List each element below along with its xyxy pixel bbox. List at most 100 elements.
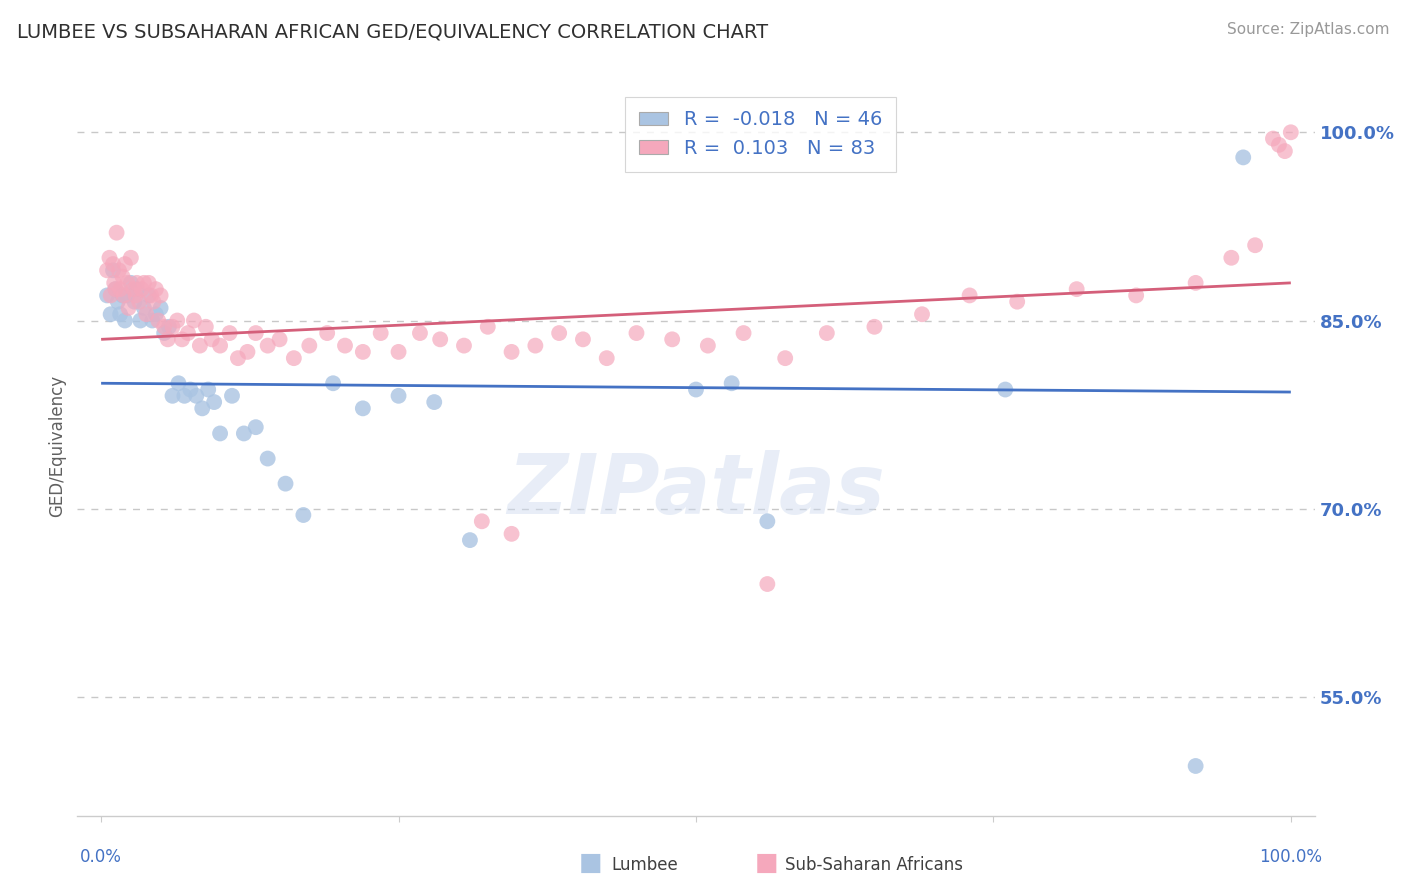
- Point: [352, 344, 374, 359]
- Point: [96, 263, 118, 277]
- Point: [129, 313, 152, 327]
- Text: ZIPatlas: ZIPatlas: [508, 450, 884, 531]
- Point: [423, 395, 446, 409]
- Point: [316, 326, 339, 340]
- Point: [183, 313, 205, 327]
- Point: [524, 338, 547, 352]
- Text: ■: ■: [579, 851, 602, 875]
- Point: [124, 294, 146, 309]
- Point: [911, 307, 934, 321]
- Point: [114, 257, 136, 271]
- Text: Sub-Saharan Africans: Sub-Saharan Africans: [785, 855, 963, 873]
- Point: [387, 344, 409, 359]
- Point: [1220, 251, 1243, 265]
- Point: [453, 338, 475, 352]
- Point: [197, 383, 219, 397]
- Point: [132, 276, 155, 290]
- Point: [685, 383, 707, 397]
- Point: [108, 282, 131, 296]
- Y-axis label: GED/Equivalency: GED/Equivalency: [48, 375, 66, 517]
- Legend: R =  -0.018   N = 46, R =  0.103   N = 83: R = -0.018 N = 46, R = 0.103 N = 83: [626, 96, 896, 171]
- Point: [103, 276, 125, 290]
- Point: [120, 276, 142, 290]
- Point: [194, 319, 217, 334]
- Text: Lumbee: Lumbee: [612, 855, 678, 873]
- Point: [298, 338, 321, 352]
- Point: [1184, 276, 1206, 290]
- Point: [153, 326, 176, 340]
- Point: [409, 326, 432, 340]
- Point: [107, 294, 129, 309]
- Point: [138, 288, 160, 302]
- Point: [226, 351, 249, 366]
- Point: [245, 326, 267, 340]
- Point: [111, 288, 134, 302]
- Point: [117, 276, 139, 290]
- Point: [112, 288, 135, 302]
- Point: [815, 326, 838, 340]
- Point: [352, 401, 374, 416]
- Point: [756, 577, 779, 591]
- Point: [173, 389, 195, 403]
- Point: [100, 307, 122, 321]
- Point: [167, 376, 190, 391]
- Point: [256, 338, 278, 352]
- Point: [773, 351, 796, 366]
- Point: [283, 351, 305, 366]
- Point: [696, 338, 718, 352]
- Point: [292, 508, 315, 522]
- Point: [245, 420, 267, 434]
- Point: [186, 389, 208, 403]
- Point: [122, 282, 145, 296]
- Point: [188, 338, 211, 352]
- Point: [166, 313, 188, 327]
- Point: [141, 313, 163, 327]
- Point: [733, 326, 755, 340]
- Point: [125, 282, 148, 296]
- Point: [124, 288, 146, 302]
- Point: [756, 514, 779, 528]
- Point: [132, 301, 155, 315]
- Point: [105, 226, 128, 240]
- Point: [429, 332, 451, 346]
- Point: [1244, 238, 1267, 252]
- Point: [994, 383, 1017, 397]
- Point: [145, 307, 167, 321]
- Point: [1261, 131, 1284, 145]
- Point: [156, 332, 179, 346]
- Point: [236, 344, 259, 359]
- Point: [162, 319, 184, 334]
- Point: [177, 326, 200, 340]
- Point: [148, 313, 170, 327]
- Point: [1125, 288, 1147, 302]
- Point: [104, 282, 127, 296]
- Point: [863, 319, 886, 334]
- Point: [720, 376, 742, 391]
- Point: [108, 263, 131, 277]
- Point: [114, 313, 136, 327]
- Point: [139, 288, 162, 302]
- Text: 100.0%: 100.0%: [1260, 847, 1322, 865]
- Point: [120, 251, 142, 265]
- Point: [209, 338, 232, 352]
- Point: [501, 526, 523, 541]
- Point: [135, 307, 157, 321]
- Point: [101, 257, 124, 271]
- Point: [232, 426, 254, 441]
- Point: [548, 326, 571, 340]
- Point: [131, 282, 153, 296]
- Point: [458, 533, 481, 548]
- Point: [145, 282, 167, 296]
- Point: [162, 389, 184, 403]
- Text: LUMBEE VS SUBSAHARAN AFRICAN GED/EQUIVALENCY CORRELATION CHART: LUMBEE VS SUBSAHARAN AFRICAN GED/EQUIVAL…: [17, 22, 768, 41]
- Point: [100, 288, 122, 302]
- Point: [138, 276, 160, 290]
- Point: [477, 319, 499, 334]
- Point: [209, 426, 232, 441]
- Point: [96, 288, 118, 302]
- Point: [201, 332, 224, 346]
- Point: [221, 389, 243, 403]
- Point: [322, 376, 344, 391]
- Point: [256, 451, 278, 466]
- Point: [117, 301, 139, 315]
